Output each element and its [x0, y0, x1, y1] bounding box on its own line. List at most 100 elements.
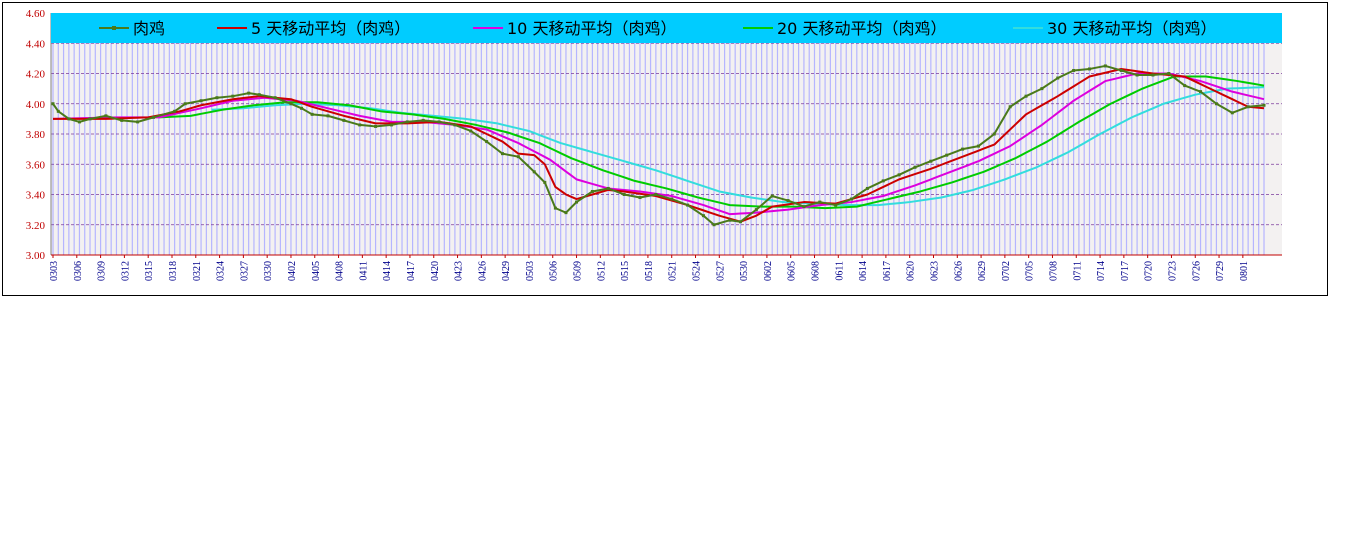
- series-point: [1072, 68, 1076, 72]
- x-tick-label: 0309: [97, 261, 108, 281]
- series-point: [638, 196, 642, 200]
- x-tick-label: 0312: [120, 261, 131, 281]
- series-point: [77, 120, 81, 124]
- x-tick-label: 0423: [454, 261, 465, 281]
- x-tick-label: 0711: [1072, 261, 1083, 281]
- x-tick-label: 0429: [501, 261, 512, 281]
- series-point: [590, 189, 594, 193]
- legend-entry: 肉鸡: [133, 19, 165, 38]
- series-point: [1024, 94, 1028, 98]
- x-tick-label: 0405: [311, 261, 322, 281]
- x-tick-label: 0530: [739, 261, 750, 281]
- x-tick-label: 0426: [477, 261, 488, 281]
- legend-entry: 5 天移动平均（肉鸡）: [251, 19, 410, 38]
- series-point: [945, 153, 949, 157]
- series-group: [158, 75, 1265, 210]
- series-point: [701, 214, 705, 218]
- series-point: [247, 91, 251, 95]
- x-tick-label: 0524: [692, 261, 703, 281]
- series-line: [52, 64, 1265, 226]
- series-point: [913, 165, 917, 169]
- x-tick-label: 0324: [216, 261, 227, 281]
- x-tick-label: 0726: [1191, 261, 1202, 281]
- series-point: [532, 170, 536, 174]
- x-tick-label: 0720: [1144, 261, 1155, 281]
- x-tick-label: 0402: [287, 261, 298, 281]
- y-tick-label: 4.40: [26, 38, 46, 50]
- series-point: [1230, 111, 1234, 115]
- y-tick-label: 3.80: [26, 129, 46, 141]
- series-point: [670, 197, 674, 201]
- series-point: [136, 120, 140, 124]
- line-chart: 4.60 4.40 4.20 4.00 3.80 3.60 3.40 3.20 3.000303…: [26, 8, 1282, 281]
- x-tick-label: 0705: [1025, 261, 1036, 281]
- series-point: [992, 132, 996, 136]
- series-point: [1040, 87, 1044, 91]
- x-tick-label: 0506: [549, 261, 560, 281]
- series-point: [1135, 73, 1139, 77]
- series-point: [342, 118, 346, 122]
- series-point: [1119, 68, 1123, 72]
- x-tick-label: 0614: [858, 261, 869, 281]
- series-point: [1214, 102, 1218, 106]
- x-tick-label: 0321: [192, 261, 203, 281]
- series-group: [53, 67, 1265, 223]
- x-tick-label: 0617: [882, 261, 893, 281]
- series-point: [405, 120, 409, 124]
- y-tick-label: 3.60: [26, 159, 46, 171]
- series-point: [754, 208, 758, 212]
- legend-entry: 20 天移动平均（肉鸡）: [777, 19, 946, 38]
- x-tick-label: 0620: [906, 261, 917, 281]
- series-point: [51, 102, 55, 106]
- x-tick-label: 0515: [620, 261, 631, 281]
- series-point: [469, 129, 473, 133]
- series-line: [211, 86, 1265, 207]
- x-tick-label: 0518: [644, 261, 655, 281]
- x-tick-label: 0411: [358, 261, 369, 281]
- y-tick-label: 4.20: [26, 69, 46, 81]
- series-point: [358, 123, 362, 127]
- x-tick-label: 0303: [49, 261, 60, 281]
- series-point: [686, 203, 690, 207]
- x-tick-label: 0417: [406, 261, 417, 281]
- x-tick-label: 0723: [1167, 261, 1178, 281]
- series-point: [500, 152, 504, 156]
- series-point: [1087, 67, 1091, 71]
- series-point: [516, 155, 520, 159]
- series-point: [421, 118, 425, 122]
- series-point: [183, 102, 187, 106]
- x-tick-label: 0801: [1239, 261, 1250, 281]
- series-point: [543, 180, 547, 184]
- series-point: [215, 96, 219, 100]
- x-tick-label: 0714: [1096, 261, 1107, 281]
- x-tick-label: 0626: [953, 261, 964, 281]
- series-point: [850, 197, 854, 201]
- series-point: [173, 109, 177, 113]
- series-line: [158, 75, 1265, 210]
- x-tick-label: 0521: [668, 261, 679, 281]
- series-point: [1199, 90, 1203, 94]
- chart-frame: 4.60 4.40 4.20 4.00 3.80 3.60 3.40 3.20 3.00 0303…: [2, 2, 1328, 296]
- series-point: [231, 94, 235, 98]
- series-point: [485, 140, 489, 144]
- series-point: [976, 144, 980, 148]
- series-point: [289, 102, 293, 106]
- series-line: [53, 67, 1265, 223]
- series-point: [257, 93, 261, 97]
- series-point: [374, 124, 378, 128]
- series-point: [553, 206, 557, 210]
- series-point: [437, 120, 441, 124]
- series-point: [151, 115, 155, 119]
- series-point: [881, 179, 885, 183]
- series-group: [51, 64, 1266, 227]
- series-point: [818, 200, 822, 204]
- x-tick-label: 0512: [596, 261, 607, 281]
- x-tick-label: 0527: [715, 261, 726, 281]
- series-point: [1262, 103, 1266, 107]
- x-tick-label: 0318: [168, 261, 179, 281]
- x-tick-label: 0414: [382, 261, 393, 281]
- x-tick-label: 0602: [763, 261, 774, 281]
- series-point: [310, 112, 314, 116]
- series-point: [1103, 64, 1107, 68]
- series-point: [67, 117, 71, 121]
